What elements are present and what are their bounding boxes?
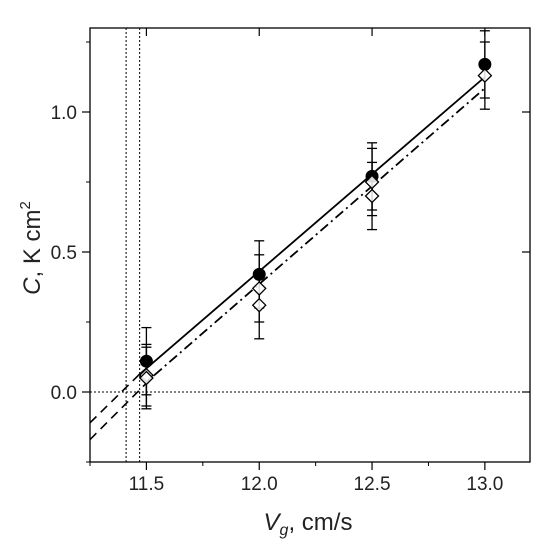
series-1 [90, 30, 492, 424]
y-axis-label-rest: , K cm [19, 209, 46, 277]
series-layer [90, 30, 493, 441]
x-axis-label-sub: g [280, 522, 289, 539]
plot-frame [89, 27, 531, 463]
fit-line-series-1 [137, 76, 486, 376]
series-2 [90, 41, 493, 441]
x-axis-label: Vg, cm/s [264, 509, 353, 539]
reference-lines [90, 28, 530, 462]
extrapolation-line-series-1 [90, 374, 140, 424]
x-tick-label: 11.5 [129, 474, 165, 495]
axis-ticks [82, 28, 530, 470]
x-axis-label-main: V [264, 509, 282, 536]
y-axis-label-main: C [19, 277, 46, 295]
y-axis-label-sup: 2 [17, 201, 34, 209]
fit-line-series-2 [153, 87, 486, 376]
plot-area [90, 28, 530, 462]
x-axis-label-rest: , cm/s [288, 509, 352, 536]
data-point [364, 188, 380, 204]
x-tick-label: 13.0 [466, 474, 503, 495]
y-tick-label: 1.0 [51, 103, 77, 124]
y-tick-label: 0.0 [51, 383, 77, 404]
data-point [477, 68, 493, 84]
x-tick-label: 12.5 [354, 474, 391, 495]
axis-tick-labels: 11.5 12.0 12.5 13.0 0.0 0.5 1.0 [51, 103, 504, 495]
x-tick-label: 12.0 [241, 474, 278, 495]
data-point [251, 280, 267, 296]
y-tick-label: 0.5 [51, 243, 77, 264]
y-axis-label: C, K cm2 [17, 201, 46, 295]
data-point [364, 174, 380, 190]
data-point [138, 370, 154, 386]
data-point [251, 297, 267, 313]
extrapolation-line-series-2 [90, 374, 155, 441]
